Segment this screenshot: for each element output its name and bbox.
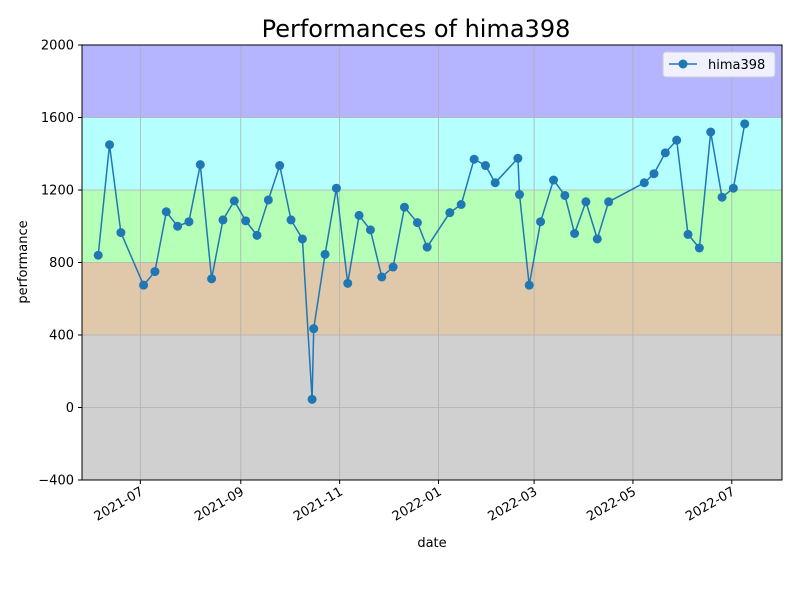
data-point (581, 197, 591, 207)
data-point (343, 278, 353, 288)
data-point (229, 196, 239, 206)
data-point (728, 183, 738, 193)
y-tick-label: 2000 (41, 39, 74, 54)
data-point (184, 217, 194, 227)
y-tick-label: 1200 (41, 184, 74, 199)
data-point (604, 197, 614, 207)
data-point (307, 394, 317, 404)
data-point (173, 221, 183, 231)
data-point (195, 160, 205, 170)
data-point (139, 280, 149, 290)
x-tick-label: 2022-05 (584, 484, 639, 524)
background-bands (82, 45, 782, 480)
data-point (422, 242, 432, 252)
data-point (515, 190, 524, 200)
data-point (694, 243, 704, 253)
data-point (536, 217, 546, 227)
legend: hima398 (662, 51, 776, 78)
data-point (388, 262, 398, 272)
data-point (207, 274, 217, 284)
data-point (649, 169, 659, 179)
data-point (320, 249, 330, 259)
data-point (161, 207, 171, 217)
data-point (639, 178, 649, 188)
y-axis-label: performance (16, 220, 31, 303)
band-2 (82, 190, 782, 263)
data-point (241, 216, 251, 226)
x-tick-label: 2021-07 (92, 484, 147, 524)
data-point (105, 140, 115, 150)
y-tick-label: 1600 (41, 111, 74, 126)
data-point (592, 234, 602, 244)
data-point (549, 175, 559, 185)
data-point (412, 218, 422, 228)
data-point (116, 228, 126, 238)
legend-label: hima398 (708, 58, 765, 73)
data-point (490, 178, 500, 188)
data-point (445, 208, 455, 218)
data-point (480, 161, 490, 171)
band-1 (82, 262, 782, 335)
data-point (570, 229, 580, 238)
data-point (672, 135, 682, 145)
data-point (399, 202, 409, 212)
data-point (660, 148, 670, 158)
x-tick-label: 2022-07 (683, 484, 738, 524)
data-point (456, 200, 466, 209)
band-3 (82, 117, 782, 190)
data-point (354, 210, 364, 220)
data-point (377, 272, 387, 282)
y-tick-label: −400 (38, 474, 74, 489)
legend-marker-swatch (678, 59, 688, 69)
data-point (365, 225, 375, 235)
data-point (717, 192, 727, 202)
data-point (469, 154, 479, 164)
x-tick-label: 2022-01 (390, 484, 445, 524)
x-tick-label: 2021-11 (291, 484, 346, 524)
y-tick-label: 400 (49, 329, 74, 344)
data-point (560, 190, 570, 200)
data-point (513, 153, 523, 163)
data-point (524, 280, 534, 290)
data-point (93, 250, 103, 260)
legend-box (662, 51, 776, 78)
x-axis: 2021-07 2021-09 2021-11 2022-01 2022-03 2022-… (92, 480, 738, 525)
y-axis: −400 0 400 800 1200 1600 2000 (38, 39, 82, 489)
data-point (275, 161, 285, 171)
data-point (150, 267, 160, 277)
series-layer (93, 119, 750, 404)
x-axis-label: date (417, 536, 446, 551)
data-point (740, 119, 750, 129)
data-point (263, 195, 273, 205)
chart-title: Performances of hima398 (262, 15, 571, 43)
data-point (252, 230, 262, 240)
y-tick-label: 800 (49, 256, 74, 271)
data-point (297, 234, 307, 244)
data-point (706, 127, 716, 137)
data-point (309, 324, 319, 334)
data-point (683, 229, 693, 239)
data-point (218, 215, 228, 225)
data-point (331, 183, 341, 193)
x-tick-label: 2022-03 (486, 484, 541, 524)
y-tick-label: 0 (66, 401, 74, 416)
x-tick-label: 2021-09 (192, 484, 247, 524)
data-point (286, 215, 296, 225)
